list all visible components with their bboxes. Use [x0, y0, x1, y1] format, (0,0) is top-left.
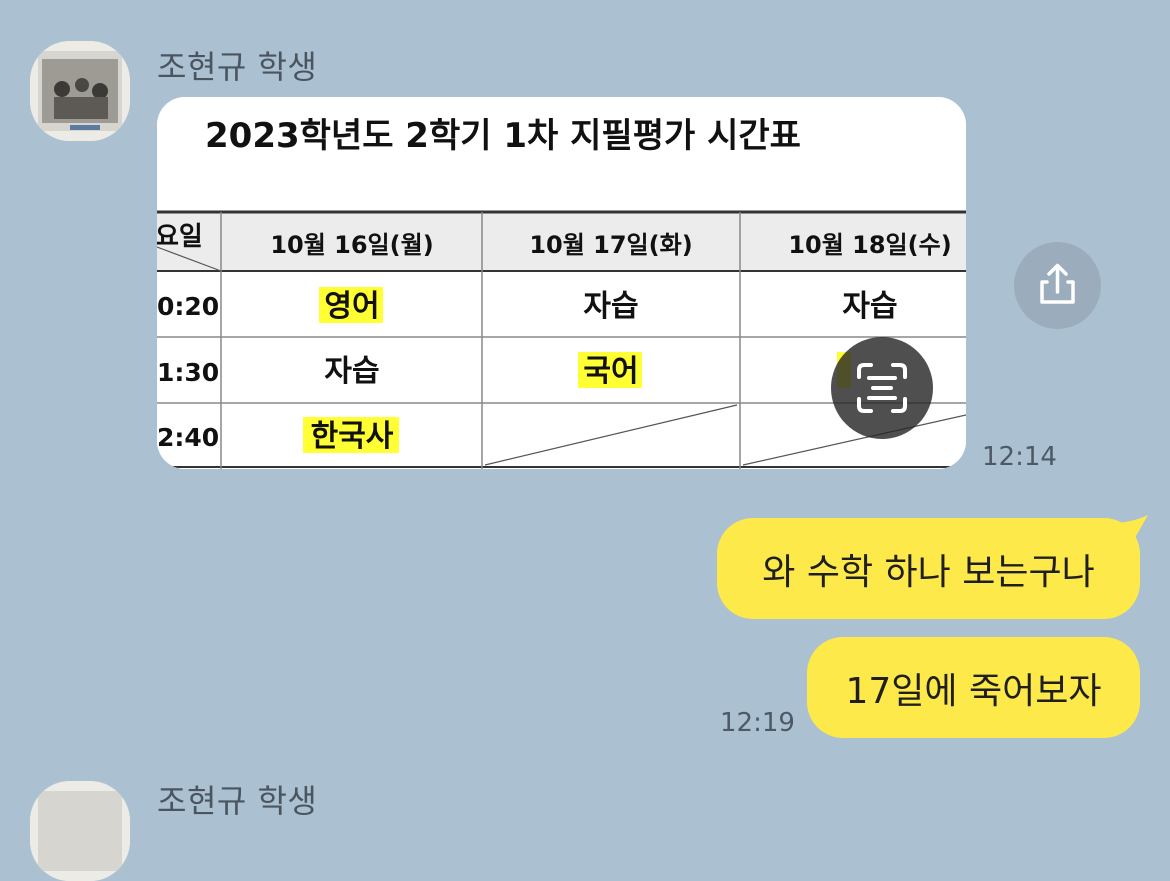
highlight-mark	[578, 352, 642, 388]
column-header: 10월 16일(월)	[270, 231, 433, 259]
empty-cell-slash	[484, 404, 738, 466]
timetable-title: 2023학년도 2학기 1차 지필평가 시간표	[205, 116, 801, 156]
timetable-image-message[interactable]: 2023학년도 2학기 1차 지필평가 시간표 요일 10월 16일(월) 10…	[157, 97, 966, 469]
message-timestamp: 12:14	[982, 442, 1057, 472]
text-scan-icon	[857, 363, 907, 413]
sender-avatar[interactable]	[30, 41, 130, 141]
corner-header: 요일	[157, 222, 203, 252]
highlight-mark	[303, 417, 399, 453]
timetable-cell: 영어	[324, 289, 379, 324]
timetable-cell: 자습	[324, 354, 379, 389]
sender-avatar[interactable]	[30, 781, 130, 881]
timetable-cell: 자습	[583, 289, 638, 324]
bubble-tail	[1118, 515, 1148, 543]
sender-name: 조현규 학생	[157, 48, 318, 86]
row-time: 1:30	[157, 358, 219, 387]
text-scan-button[interactable]	[831, 337, 933, 439]
share-icon	[1040, 263, 1075, 304]
row-time: 0:20	[157, 292, 219, 321]
timetable-cell: 국어	[583, 354, 638, 389]
timetable-cell: 한국사	[311, 419, 394, 454]
outgoing-message[interactable]: 와 수학 하나 보는구나	[717, 518, 1140, 619]
row-time: 2:40	[157, 423, 219, 452]
column-header: 10월 18일(수)	[788, 231, 951, 259]
empty-cell-slash	[742, 414, 966, 466]
column-header: 10월 17일(화)	[529, 231, 692, 259]
avatar-image	[30, 41, 130, 141]
outgoing-message[interactable]: 17일에 죽어보자	[807, 637, 1140, 738]
timetable-cell: 자습	[842, 289, 897, 324]
avatar-image	[30, 781, 130, 881]
highlight-mark	[319, 287, 383, 323]
message-timestamp: 12:19	[720, 708, 795, 738]
sender-name: 조현규 학생	[157, 782, 318, 820]
share-button[interactable]	[1014, 242, 1101, 329]
